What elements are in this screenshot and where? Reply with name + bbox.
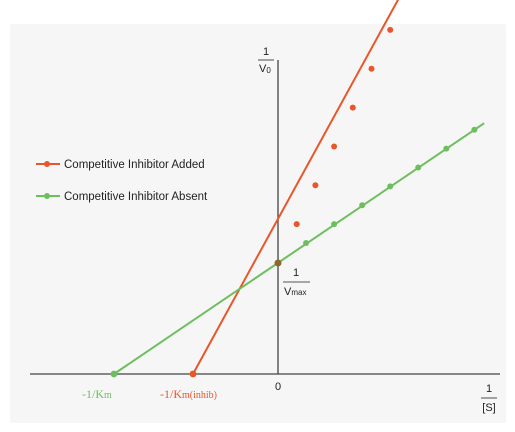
- intercept-label: 1 Vmax: [283, 267, 310, 298]
- data-point-absent-6: [443, 145, 450, 152]
- data-point-absent-2: [331, 221, 338, 228]
- data-point-absent-4: [387, 183, 394, 190]
- y-intercept-point: [274, 259, 282, 267]
- y-axis-label: 1 V0: [258, 46, 274, 75]
- data-point-absent-5: [415, 164, 422, 171]
- legend-item-absent: Competitive Inhibitor Absent: [36, 191, 208, 203]
- x-label-denominator: [S]: [482, 402, 495, 414]
- legend-label-inhibited: Competitive Inhibitor Added: [64, 159, 205, 171]
- y-label-denominator: V0: [259, 63, 271, 75]
- data-point-absent-0: [110, 370, 118, 378]
- intercept-numerator: 1: [293, 267, 299, 279]
- data-point-inhibited-4: [349, 104, 356, 111]
- chart-panel: [10, 24, 506, 423]
- x-intercept-absent-label: -1/Km: [82, 387, 112, 401]
- legend-swatch-dot-absent: [44, 193, 50, 199]
- data-point-inhibited-3: [331, 143, 338, 150]
- data-point-inhibited-5: [368, 65, 375, 72]
- data-point-absent-3: [359, 202, 366, 209]
- legend-swatch-dot-inhibited: [44, 161, 50, 167]
- legend: Competitive Inhibitor Added Competitive …: [36, 159, 208, 203]
- data-point-inhibited-1: [293, 221, 300, 228]
- legend-label-absent: Competitive Inhibitor Absent: [64, 191, 208, 203]
- series-layer: [110, 0, 485, 378]
- data-point-inhibited-2: [312, 182, 319, 189]
- x-label-numerator: 1: [486, 383, 492, 395]
- data-point-inhibited-0: [189, 370, 197, 378]
- intercept-denominator: Vmax: [284, 286, 306, 298]
- data-point-absent-7: [471, 126, 478, 133]
- series-line-inhibited: [192, 0, 400, 375]
- legend-item-inhibited: Competitive Inhibitor Added: [36, 159, 205, 171]
- x-axis-label: 1 [S]: [481, 383, 497, 414]
- x-intercept-inhibited-label: -1/Km(inhib): [160, 387, 217, 401]
- y-label-numerator: 1: [263, 46, 269, 58]
- data-point-absent-1: [303, 240, 310, 247]
- origin-label: 0: [275, 381, 281, 393]
- series-line-absent: [113, 122, 485, 375]
- data-point-inhibited-6: [387, 26, 394, 33]
